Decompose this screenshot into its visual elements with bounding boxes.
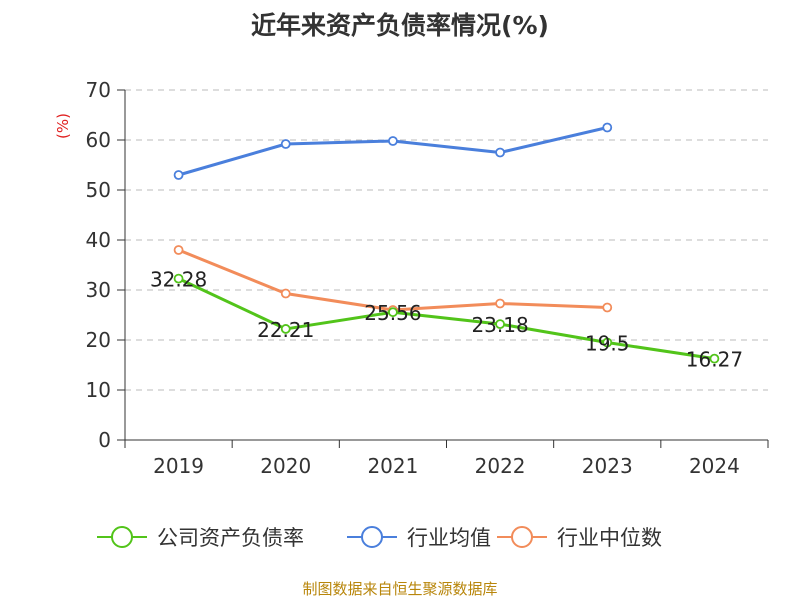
series-layer: [173, 122, 720, 364]
label-layer: 32.28 22.21 25.56 23.18 19.5 16.27: [150, 268, 743, 372]
legend-marker: [511, 526, 533, 548]
data-point[interactable]: [173, 273, 184, 284]
y-unit-label: (%): [54, 113, 72, 139]
data-point[interactable]: [495, 298, 505, 309]
x-tick-label: 2020: [260, 454, 311, 478]
y-tick-label: 50: [86, 178, 111, 202]
y-tick-label: 0: [98, 428, 111, 452]
data-point[interactable]: [495, 147, 505, 158]
data-label: 32.28: [150, 268, 207, 292]
legend-label: 行业中位数: [557, 526, 662, 550]
data-point[interactable]: [388, 307, 398, 318]
data-point[interactable]: [173, 170, 184, 180]
data-point[interactable]: [173, 245, 184, 255]
source-note: 制图数据来自恒生聚源数据库: [302, 580, 498, 598]
data-label: 22.21: [257, 318, 314, 342]
legend-item[interactable]: 行业中位数: [497, 526, 662, 550]
legend-marker: [361, 526, 383, 548]
x-tick-label: 2023: [582, 454, 633, 478]
legend[interactable]: 公司资产负债率 行业均值 行业中位数: [97, 526, 662, 550]
y-tick-label: 40: [86, 228, 111, 252]
data-point[interactable]: [602, 122, 613, 133]
y-tick-label: 70: [86, 78, 111, 102]
data-point[interactable]: [495, 319, 505, 330]
axis-layer: 0 10 20 30 40 50 60 70 (%) 2019 2020 2021 2022 2023 20…: [54, 78, 769, 478]
data-label: 19.5: [585, 332, 630, 356]
data-point[interactable]: [280, 288, 291, 299]
grid-layer: [125, 89, 768, 391]
series-line: [178, 126, 608, 177]
x-tick-label: 2019: [153, 454, 204, 478]
data-point[interactable]: [602, 337, 613, 348]
series-line: [177, 277, 715, 361]
y-tick-label: 30: [86, 278, 111, 302]
x-tick-label: 2022: [475, 454, 526, 478]
legend-item[interactable]: 行业均值: [347, 526, 491, 550]
data-point[interactable]: [709, 353, 720, 364]
chart-title: 近年来资产负债率情况(%): [251, 11, 549, 40]
x-tick-label: 2021: [367, 454, 418, 478]
y-tick-label: 60: [86, 128, 111, 152]
data-label: 25.56: [364, 301, 421, 325]
data-point[interactable]: [602, 302, 613, 313]
legend-item[interactable]: 公司资产负债率: [97, 526, 304, 550]
y-tick-label: 20: [86, 328, 111, 352]
legend-marker: [111, 526, 133, 548]
data-point[interactable]: [280, 139, 291, 149]
legend-label: 行业均值: [407, 526, 491, 550]
legend-label: 公司资产负债率: [157, 526, 304, 550]
data-point[interactable]: [280, 324, 291, 334]
x-tick-label: 2024: [689, 454, 740, 478]
data-label: 23.18: [471, 313, 528, 337]
data-point[interactable]: [388, 136, 398, 146]
data-label: 16.27: [686, 348, 743, 372]
y-tick-label: 10: [86, 378, 111, 402]
